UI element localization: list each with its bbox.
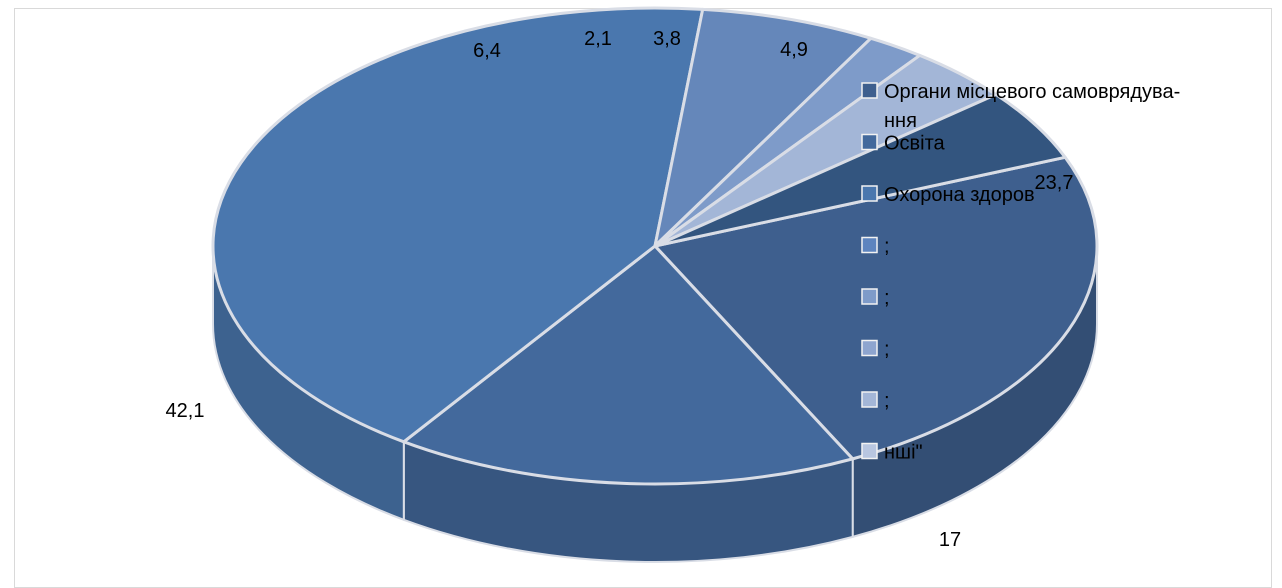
legend-swatch bbox=[861, 391, 878, 408]
legend-swatch bbox=[861, 339, 878, 357]
legend-entry: ; bbox=[884, 236, 890, 258]
data-label: 4,9 bbox=[780, 39, 808, 61]
legend-swatch bbox=[861, 133, 878, 151]
legend-swatch bbox=[861, 288, 878, 305]
legend-entry: Освіта bbox=[884, 133, 946, 155]
legend-swatch bbox=[861, 82, 878, 99]
data-label: 3,8 bbox=[653, 28, 681, 50]
legend-swatch bbox=[861, 185, 878, 202]
pie-chart: 23,7 17 42,1 6,4 2,1 3,8 4,9 Органи місцевого с… bbox=[166, 6, 1180, 563]
legend-entry: ; bbox=[884, 390, 890, 412]
data-label: 6,4 bbox=[473, 40, 501, 62]
pie-slice-0 bbox=[653, 155, 1099, 461]
legend-entry: ; bbox=[884, 287, 890, 309]
legend-entry: Охорона здоров bbox=[884, 184, 1035, 206]
data-label: 42,1 bbox=[166, 400, 205, 422]
legend-entry: Органи місцевого самоврядува- bbox=[884, 81, 1180, 103]
pie-slice-6 bbox=[653, 93, 1067, 248]
legend-swatch bbox=[861, 236, 878, 254]
pie-slice-2 bbox=[211, 6, 705, 444]
data-labels: 23,7 17 42,1 6,4 2,1 3,8 4,9 bbox=[166, 28, 1074, 551]
data-label: 23,7 bbox=[1035, 172, 1074, 194]
pie-slice-1 bbox=[402, 244, 855, 486]
legend-entry: нші" bbox=[884, 442, 923, 464]
pie-top bbox=[211, 6, 1099, 486]
pie-slice-3 bbox=[653, 7, 873, 248]
legend-entry: ; bbox=[884, 339, 890, 361]
legend-swatch bbox=[861, 442, 878, 460]
legend-entry-cont: ння bbox=[884, 110, 917, 132]
data-label: 17 bbox=[939, 529, 961, 551]
data-label: 2,1 bbox=[584, 28, 612, 50]
